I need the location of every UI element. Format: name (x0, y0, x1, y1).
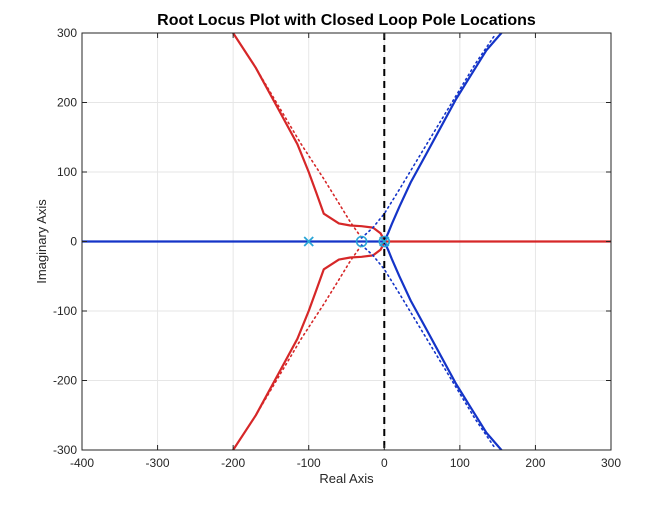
zero-marker-1 (355, 235, 368, 248)
x-tick-label: 300 (601, 456, 621, 470)
y-tick-label: -100 (53, 304, 77, 318)
series-line-red-dotted-3 (232, 33, 363, 239)
series-line-blue-solid-7 (383, 241, 503, 450)
y-axis-label: Imaginary Axis (34, 199, 49, 284)
marker-layer (303, 235, 391, 248)
pole-marker-3 (379, 236, 390, 247)
y-tick-label: 100 (57, 165, 77, 179)
y-tick-label: -200 (53, 374, 77, 388)
series-layer (82, 33, 611, 450)
x-tick-label: 100 (450, 456, 470, 470)
series-line-blue-dotted-8 (360, 35, 495, 239)
y-tick-label: -300 (53, 443, 77, 457)
y-tick-label: 0 (70, 235, 77, 249)
series-line-red-dotted-4 (232, 244, 363, 450)
y-tick-label: 300 (57, 26, 77, 40)
series-line-blue-dotted-9 (360, 244, 495, 448)
pole-marker-stroke (303, 236, 314, 247)
chart-title: Root Locus Plot with Closed Loop Pole Lo… (157, 12, 536, 29)
x-tick-label: -200 (221, 456, 245, 470)
x-axis-label: Real Axis (319, 471, 374, 486)
x-tick-label: -300 (146, 456, 170, 470)
pole-marker-0 (303, 236, 314, 247)
pole-marker-stroke (379, 236, 390, 247)
x-tick-label: 200 (525, 456, 545, 470)
y-tick-label: 200 (57, 96, 77, 110)
x-tick-label: -400 (70, 456, 94, 470)
tick-layer: -400 -300 -200 -100 0 100 200 300-300-200-10001… (53, 26, 621, 470)
series-line-blue-solid-6 (383, 33, 503, 242)
x-tick-label: -100 (297, 456, 321, 470)
zero-marker-2 (378, 235, 391, 248)
x-tick-label: 0 (381, 456, 388, 470)
